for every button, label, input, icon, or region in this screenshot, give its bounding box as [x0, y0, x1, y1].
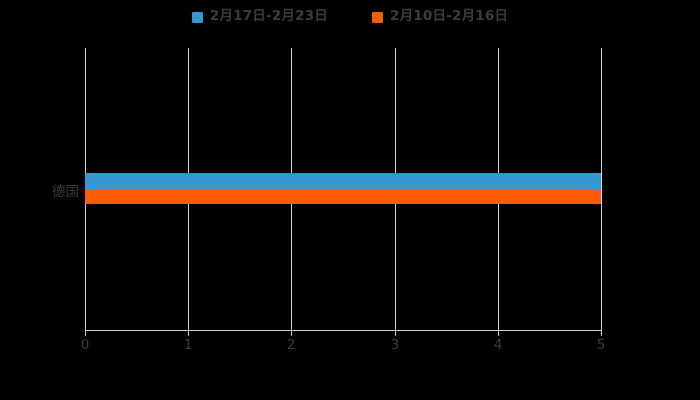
x-tick-label-5: 5: [596, 337, 606, 353]
x-tick-mark-2: [291, 331, 292, 336]
x-tick-label-4: 4: [493, 337, 503, 353]
legend-item-1[interactable]: 2月10日-2月16日: [372, 10, 508, 24]
x-tick-mark-4: [498, 331, 499, 336]
x-tick-label-0: 0: [80, 337, 90, 353]
x-tick-mark-0: [85, 331, 86, 336]
x-axis-line: [85, 330, 602, 331]
y-axis-label-germany: 德国: [52, 184, 79, 200]
x-tick-mark-1: [188, 331, 189, 336]
legend-label-0: 2月17日-2月23日: [209, 8, 328, 25]
bar-series-1-germany[interactable]: [85, 190, 601, 204]
x-tick-label-2: 2: [286, 337, 296, 353]
x-tick-label-3: 3: [390, 337, 400, 353]
legend-swatch-blue-icon: [191, 11, 203, 23]
legend-item-0[interactable]: 2月17日-2月23日: [191, 8, 328, 25]
legend-swatch-orange-icon: [372, 11, 383, 23]
x-tick-mark-3: [395, 331, 396, 336]
chart-legend: 2月17日-2月23日 2月10日-2月16日: [0, 4, 700, 30]
x-tick-mark-5: [601, 331, 602, 336]
gridline-5: [601, 48, 602, 330]
bar-series-0-germany[interactable]: [85, 173, 601, 190]
x-tick-label-1: 1: [183, 337, 193, 353]
legend-label-1: 2月10日-2月16日: [390, 8, 509, 25]
plot-area: [85, 48, 602, 330]
